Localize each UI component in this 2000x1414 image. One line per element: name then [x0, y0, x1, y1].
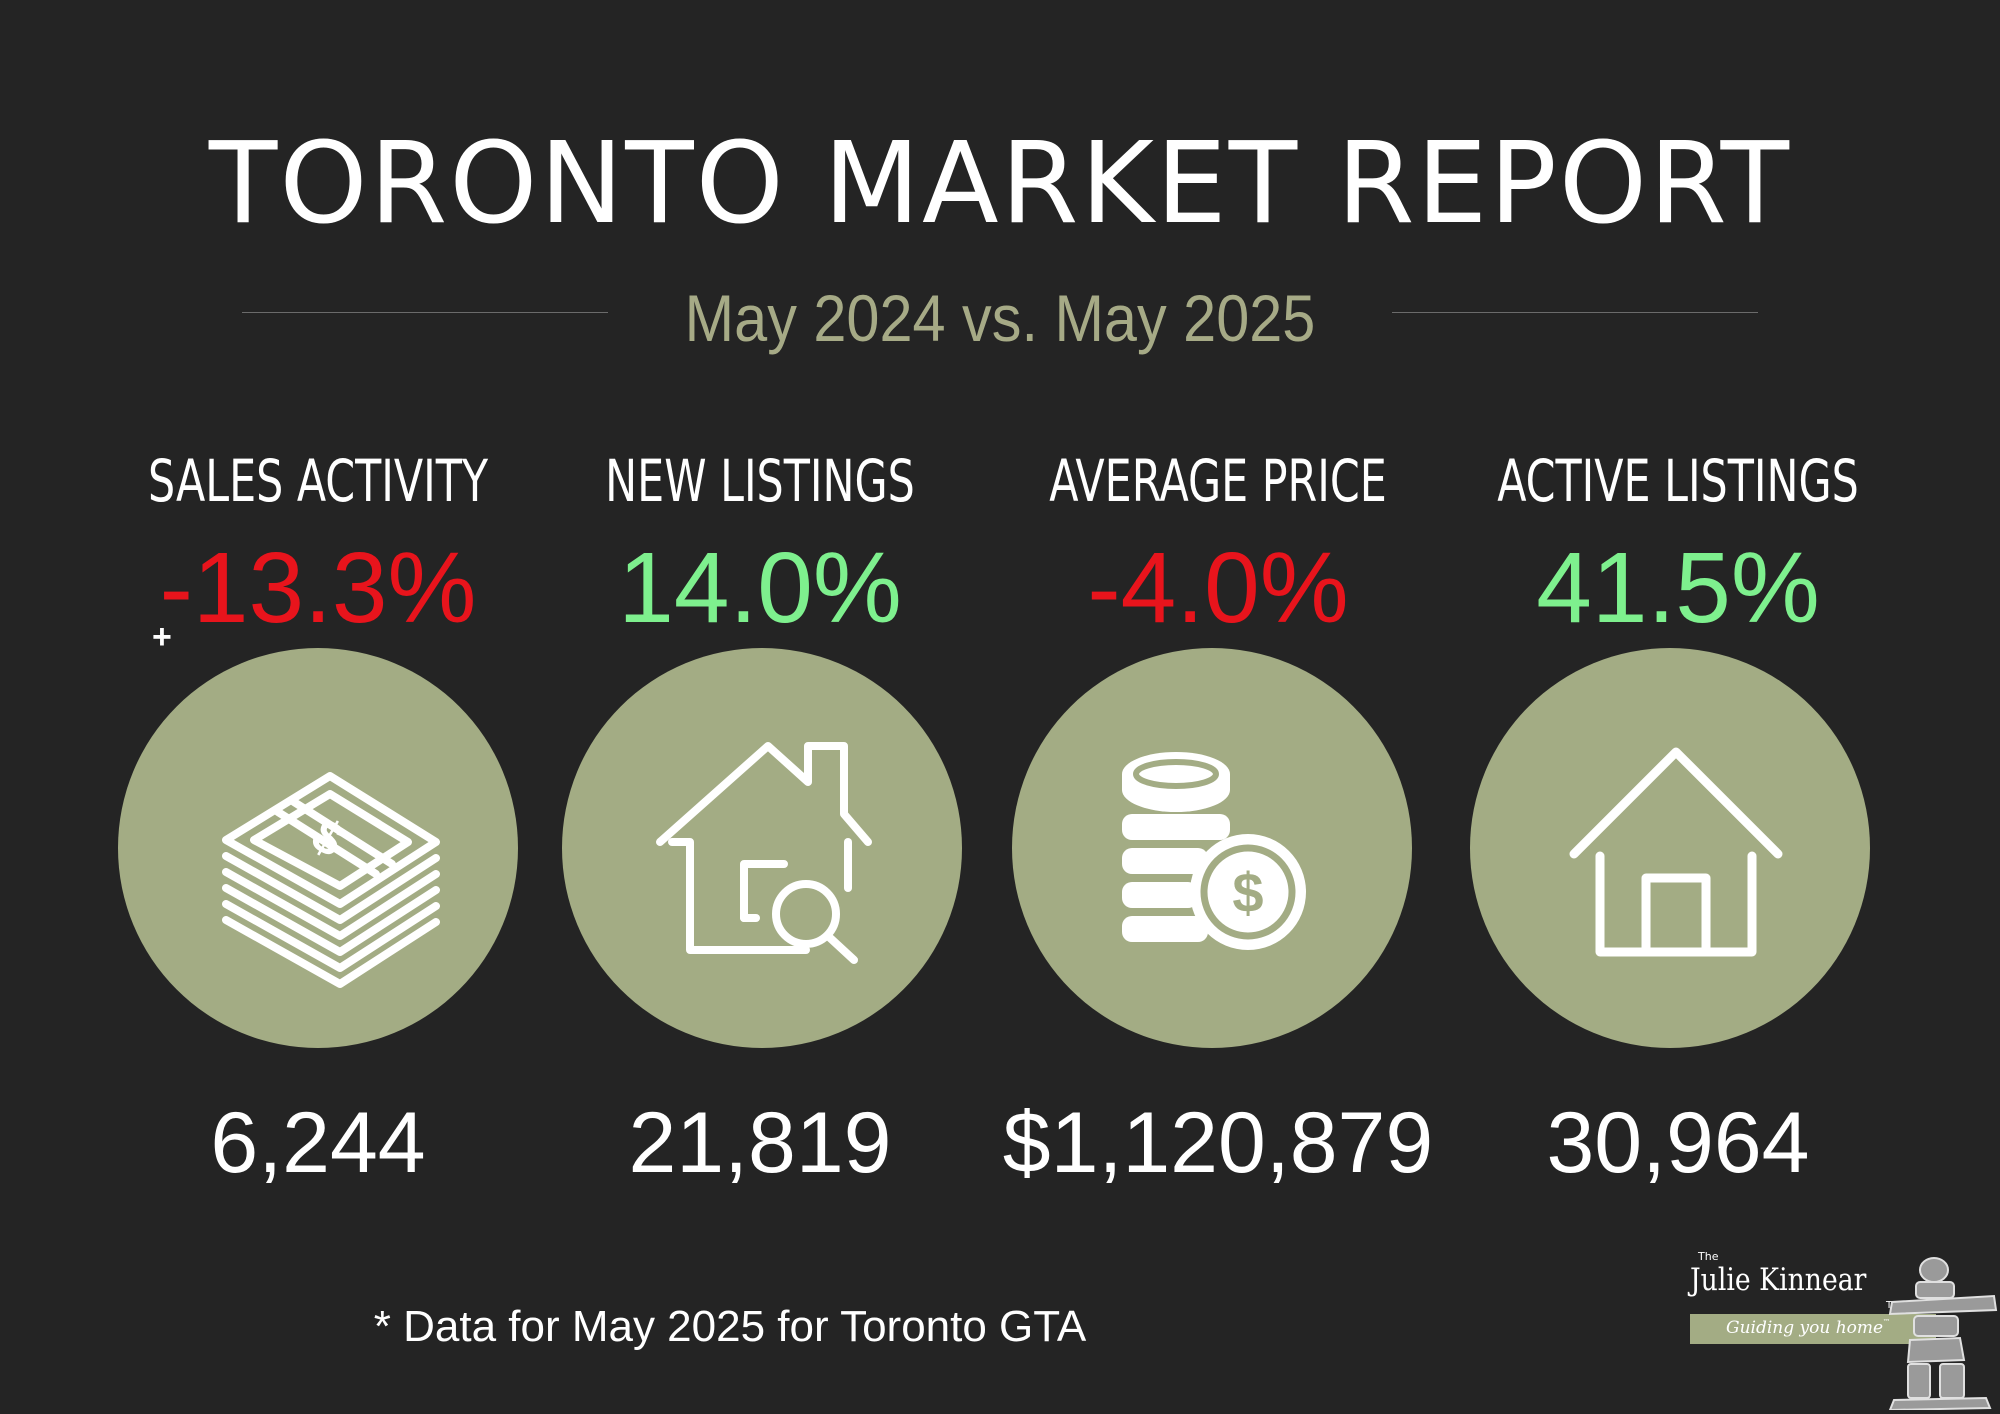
inukshuk-icon	[1888, 1257, 1998, 1410]
logo-tm: ™	[1883, 1318, 1891, 1326]
metric-icon-circle: $	[1012, 648, 1412, 1048]
house-search-icon	[656, 742, 872, 964]
metric-value: 30,964	[1546, 1095, 1810, 1191]
page-subtitle: May 2024 vs. May 2025	[684, 281, 1316, 355]
page-title: TORONTO MARKET REPORT	[208, 119, 1792, 249]
logo-tagline-text: Guiding you home	[1726, 1318, 1884, 1338]
metric-change: -13.3%	[159, 532, 477, 644]
metric-label: NEW LISTINGS	[605, 447, 915, 515]
logo-the: The	[1698, 1250, 1719, 1263]
logo-band	[1690, 1314, 1936, 1344]
metric-icon-circle: $	[118, 648, 518, 1048]
logo-tagline: Guiding you home™	[1726, 1318, 1890, 1338]
logo-name: Julie Kinnear	[1690, 1262, 1867, 1298]
svg-text:$: $	[1232, 861, 1263, 924]
metric-value: 6,244	[210, 1095, 426, 1191]
metric-label: SALES ACTIVITY	[147, 447, 489, 515]
metric-icon-circle	[562, 648, 962, 1048]
metric-value: 21,819	[628, 1095, 892, 1191]
house-icon	[1569, 747, 1783, 957]
brand-logo: The Julie Kinnear Team Guiding you home™	[1690, 1250, 2000, 1410]
metric-change: 41.5%	[1536, 532, 1820, 644]
coins-dollar-icon: $	[1122, 752, 1306, 950]
metric-icon-circle	[1470, 648, 1870, 1048]
subtitle-rule-right	[1392, 312, 1758, 313]
metric-change: -4.0%	[1087, 532, 1349, 644]
metric-label: AVERAGE PRICE	[1049, 447, 1387, 515]
metric-value: $1,120,879	[1002, 1095, 1434, 1191]
subtitle-rule-left	[242, 312, 608, 313]
subtitle-row: May 2024 vs. May 2025	[0, 278, 2000, 358]
metric-change: 14.0%	[618, 532, 902, 644]
footnote: * Data for May 2025 for Toronto GTA	[373, 1302, 1087, 1351]
plus-mark: +	[152, 618, 172, 656]
money-stack-icon: $	[222, 772, 440, 988]
metric-label: ACTIVE LISTINGS	[1497, 447, 1859, 515]
